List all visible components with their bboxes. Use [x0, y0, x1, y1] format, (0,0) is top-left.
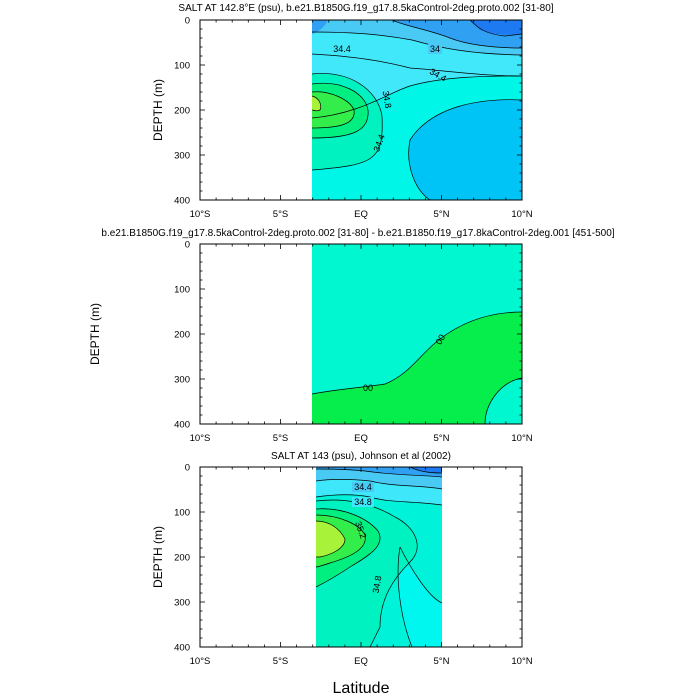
panel-3-x-tick-label: 5°S: [273, 656, 288, 667]
panel-2-x-tick-labels: 10°S 5°S EQ 5°N 10°N: [190, 433, 533, 444]
panel-1: SALT AT 142.8°E (psu), b.e21.B1850G.f19_…: [151, 3, 554, 220]
panel-1-clabel-1: 34.4: [333, 44, 351, 54]
panel-3-fill-band-35-4: [316, 521, 345, 557]
panel-1-x-tick-label: EQ: [354, 209, 368, 220]
panel-3-contour-34-4: [315, 479, 443, 490]
panel-2-fill-positive: [312, 312, 522, 424]
panel-1-contour-35: [311, 82, 369, 139]
panel-1-y-axis-label: DEPTH (m): [151, 79, 165, 141]
panel-1-y-tick-label: 100: [174, 61, 190, 72]
panel-1-clabel-4: 34.8: [381, 90, 394, 109]
panel-2-y-tick-label: 200: [174, 330, 190, 341]
panel-2-y-tick-label: 100: [174, 285, 190, 296]
panel-2-y-tick-label: 300: [174, 375, 190, 386]
panel-2-x-tick-label: 10°S: [190, 433, 211, 444]
panel-1-clabel-bg-1: [332, 44, 352, 54]
panel-3-clabel-bg-1: [352, 482, 374, 492]
panel-2-y-tick-label: 0: [185, 240, 190, 251]
panel-2-clabel-1: 00: [363, 383, 373, 393]
panel-1-x-tick-label: 10°N: [511, 209, 532, 220]
panel-3-y-tick-label: 100: [174, 508, 190, 519]
panel-1-y-tick-label: 0: [185, 16, 190, 27]
panel-3-contour-34: [315, 468, 443, 478]
panel-3-y-axis-label: DEPTH (m): [151, 526, 165, 588]
panel-2-y-axis-label: DEPTH (m): [88, 303, 102, 365]
panel-3-plot: 34.4 34.8 35.2 34.8: [315, 467, 443, 647]
panel-3-contour-33-8: [409, 467, 443, 474]
panel-2-x-tick-label: 5°N: [434, 433, 450, 444]
panel-3-y-tick-label: 0: [185, 463, 190, 474]
panel-3-contour-35-4: [315, 520, 346, 558]
panel-2-x-tick-label: 10°N: [511, 433, 532, 444]
panel-3-x-tick-label: 10°S: [190, 656, 211, 667]
panel-3-y-tick-labels: 0 100 200 300 400: [174, 463, 190, 654]
panel-3-x-tick-label: 5°N: [434, 656, 450, 667]
panel-1-clabel-bg-2: [428, 44, 442, 54]
panel-2-contour-0-corner: [484, 377, 522, 424]
panel-1-y-tick-label: 400: [174, 196, 190, 207]
panel-2-y-tick-label: 400: [174, 420, 190, 431]
panel-2-contour-0: [311, 311, 522, 395]
panel-1-contour-34: [311, 31, 522, 56]
panel-1-contour-34-6: [311, 75, 522, 119]
panel-1-fill-deep-low: [408, 99, 522, 200]
panel-2-fill-corner: [485, 378, 522, 424]
panel-3-fill-deep-east: [398, 547, 442, 647]
panel-1-x-tick-label: 10°S: [190, 209, 211, 220]
panel-3-x-tick-labels: 10°S 5°S EQ 5°N 10°N: [190, 656, 533, 667]
panel-1-y-tick-label: 300: [174, 151, 190, 162]
panel-1-x-tick-label: 5°S: [273, 209, 288, 220]
panel-1-fill-corner: [312, 20, 328, 34]
panel-1-contour-34-2: [311, 53, 522, 77]
panel-2-x-tick-label: 5°S: [273, 433, 288, 444]
panel-2-title: b.e21.B1850G.f19_g17.8.5kaControl-2deg.p…: [101, 228, 614, 239]
panel-3-y-tick-label: 300: [174, 598, 190, 609]
panel-1-contour-35-4: [311, 95, 322, 112]
panel-3-clabel-2: 34.8: [354, 497, 372, 507]
panel-1-plot: 34.4 34 34.4 34.8 34.4: [311, 20, 522, 200]
panel-3-y-tick-label: 200: [174, 553, 190, 564]
panel-3-fill-band-33-8: [410, 467, 442, 473]
panel-1-fill-band-33-6: [470, 20, 522, 35]
panel-2-ticks: [199, 243, 523, 425]
panel-2-clabel-2: 00: [434, 333, 448, 347]
panel-1-y-tick-labels: 0 100 200 300 400: [174, 16, 190, 207]
panel-3-clabel-1: 34.4: [354, 482, 372, 492]
panel-1-fill-band-35-4: [312, 96, 321, 111]
panel-2-x-tick-label: EQ: [354, 433, 368, 444]
panel-1-contour-33-6: [469, 20, 522, 37]
panel-3-contour-deep-east: [397, 546, 443, 647]
panel-1-ticks: [199, 19, 523, 201]
panel-1-contour-34-6-deep: [408, 99, 522, 200]
panel-1-x-tick-labels: 10°S 5°S EQ 5°N 10°N: [190, 209, 533, 220]
panel-1-contour-34-8: [311, 73, 383, 171]
panel-3: SALT AT 143 (psu), Johnson et al (2002) …: [151, 451, 533, 667]
panel-1-clabel-2: 34: [430, 44, 440, 54]
panel-3-clabel-4: 34.8: [371, 575, 384, 594]
panel-3-ticks: [199, 466, 523, 648]
panel-1-y-tick-label: 200: [174, 106, 190, 117]
panel-2-plot: 00 00: [311, 244, 522, 424]
panel-2-y-tick-labels: 0 100 200 300 400: [174, 240, 190, 431]
panel-3-clabel-bg-2: [352, 497, 374, 507]
x-axis-label: Latitude: [333, 680, 390, 697]
panel-2: b.e21.B1850G.f19_g17.8.5kaControl-2deg.p…: [88, 228, 615, 444]
panel-1-contour-33-8: [391, 20, 522, 49]
panel-3-y-tick-label: 400: [174, 643, 190, 654]
panel-3-x-tick-label: 10°N: [511, 656, 532, 667]
panel-3-x-tick-label: EQ: [354, 656, 368, 667]
panel-3-contour-35: [315, 508, 381, 588]
panel-1-contour-35-2: [311, 91, 355, 129]
panel-3-contour-35-2: [315, 514, 366, 568]
panel-1-title: SALT AT 142.8°E (psu), b.e21.B1850G.f19_…: [178, 3, 553, 14]
panel-3-title: SALT AT 143 (psu), Johnson et al (2002): [271, 451, 451, 462]
panel-1-fill-band-35-2: [312, 91, 355, 128]
panel-1-x-tick-label: 5°N: [434, 209, 450, 220]
